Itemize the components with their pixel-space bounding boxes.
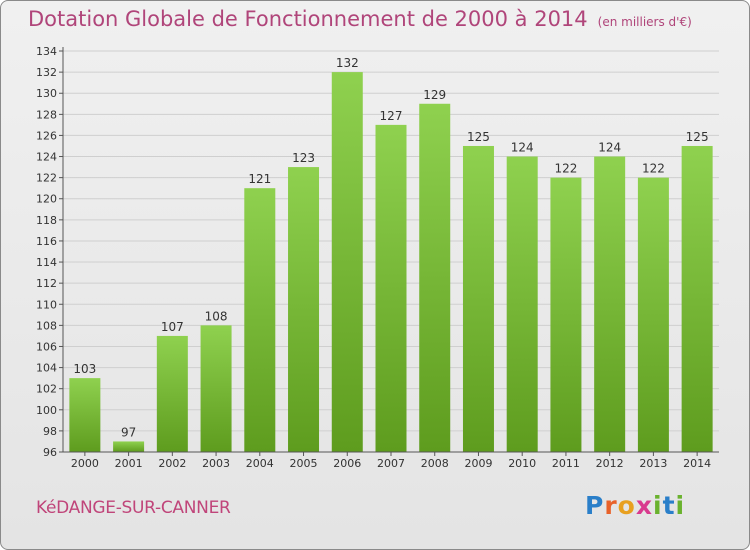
x-tick-label-2008: 2008 bbox=[421, 457, 449, 470]
y-tick-label: 100 bbox=[36, 404, 57, 417]
x-tick-label-2013: 2013 bbox=[639, 457, 667, 470]
y-tick-label: 114 bbox=[36, 256, 57, 269]
bar-2010 bbox=[506, 156, 538, 453]
y-tick-label: 132 bbox=[36, 66, 57, 79]
y-tick-label: 126 bbox=[36, 129, 57, 142]
value-label-2009: 125 bbox=[467, 130, 490, 144]
value-label-2014: 125 bbox=[686, 130, 709, 144]
x-tick-label-2003: 2003 bbox=[202, 457, 230, 470]
x-tick-label-2005: 2005 bbox=[290, 457, 318, 470]
x-tick-label-2010: 2010 bbox=[508, 457, 536, 470]
value-label-2012: 124 bbox=[598, 141, 621, 155]
value-label-2004: 121 bbox=[248, 172, 271, 186]
bar-2009 bbox=[462, 145, 494, 452]
y-tick-label: 98 bbox=[43, 425, 57, 438]
value-label-2005: 123 bbox=[292, 151, 315, 165]
bar-2003 bbox=[200, 325, 232, 452]
logo-letter: r bbox=[604, 491, 618, 520]
value-label-2007: 127 bbox=[380, 109, 403, 123]
value-label-2006: 132 bbox=[336, 56, 359, 70]
x-tick-label-2011: 2011 bbox=[552, 457, 580, 470]
x-tick-label-2009: 2009 bbox=[464, 457, 492, 470]
bar-2006 bbox=[331, 72, 363, 453]
bar-2007 bbox=[375, 124, 407, 453]
bar-2005 bbox=[288, 167, 320, 452]
logo-letter: i bbox=[653, 491, 663, 520]
x-tick-label-2014: 2014 bbox=[683, 457, 711, 470]
x-tick-label-2000: 2000 bbox=[71, 457, 99, 470]
value-label-2010: 124 bbox=[511, 141, 534, 155]
x-tick-label-2007: 2007 bbox=[377, 457, 405, 470]
bar-2008 bbox=[419, 103, 451, 453]
chart-title: Dotation Globale de Fonctionnement de 20… bbox=[28, 7, 692, 31]
bar-2013 bbox=[637, 177, 669, 452]
logo-letter: o bbox=[617, 491, 636, 520]
x-tick-label-2012: 2012 bbox=[596, 457, 624, 470]
y-tick-label: 110 bbox=[36, 298, 57, 311]
value-label-2000: 103 bbox=[73, 362, 96, 376]
title-text: Dotation Globale de Fonctionnement de 20… bbox=[28, 7, 588, 31]
y-tick-label: 106 bbox=[36, 340, 57, 353]
y-tick-label: 134 bbox=[36, 45, 57, 58]
unit-note: (en milliers d'€) bbox=[597, 15, 692, 29]
bar-2002 bbox=[156, 335, 188, 452]
x-tick-label-2004: 2004 bbox=[246, 457, 274, 470]
bar-2001 bbox=[113, 441, 145, 452]
y-tick-label: 104 bbox=[36, 362, 57, 375]
value-label-2013: 122 bbox=[642, 162, 665, 176]
bar-2000 bbox=[69, 378, 101, 452]
bar-2011 bbox=[550, 177, 582, 452]
logo-letter: x bbox=[635, 491, 653, 520]
y-tick-label: 122 bbox=[36, 172, 57, 185]
bar-2014 bbox=[681, 145, 713, 452]
bar-2004 bbox=[244, 188, 276, 452]
logo-letter: P bbox=[585, 491, 605, 520]
value-label-2008: 129 bbox=[423, 88, 446, 102]
y-tick-label: 128 bbox=[36, 108, 57, 121]
bar-2012 bbox=[594, 156, 626, 453]
y-tick-label: 120 bbox=[36, 193, 57, 206]
y-tick-label: 108 bbox=[36, 319, 57, 332]
y-tick-label: 112 bbox=[36, 277, 57, 290]
commune-name: KéDANGE-SUR-CANNER bbox=[36, 498, 231, 518]
logo-letter: t bbox=[662, 491, 676, 520]
y-tick-label: 130 bbox=[36, 87, 57, 100]
value-label-2002: 107 bbox=[161, 320, 184, 334]
value-label-2003: 108 bbox=[205, 309, 228, 323]
x-tick-label-2002: 2002 bbox=[158, 457, 186, 470]
logo-letter: i bbox=[675, 491, 686, 520]
value-label-2001: 97 bbox=[121, 425, 136, 439]
y-tick-label: 96 bbox=[43, 446, 57, 459]
x-tick-label-2006: 2006 bbox=[333, 457, 361, 470]
y-tick-label: 118 bbox=[36, 214, 57, 227]
y-tick-label: 116 bbox=[36, 235, 57, 248]
y-tick-label: 124 bbox=[36, 151, 57, 164]
value-label-2011: 122 bbox=[554, 162, 577, 176]
x-tick-label-2001: 2001 bbox=[115, 457, 143, 470]
proxiti-logo: Proxiti bbox=[585, 491, 685, 520]
y-tick-label: 102 bbox=[36, 383, 57, 396]
